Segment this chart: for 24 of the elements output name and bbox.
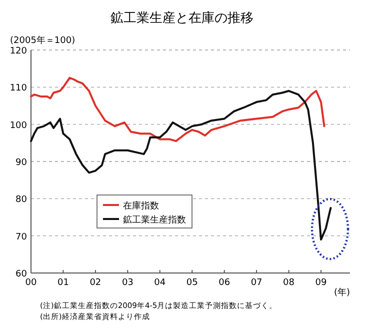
- chart-title: 鉱工業生産と在庫の推移: [110, 10, 254, 26]
- x-axis-title: (年): [334, 287, 350, 298]
- line-series: [30, 90, 332, 241]
- y-axis-title: (2005年＝100): [10, 35, 76, 46]
- x-tick-label: 09: [315, 278, 327, 288]
- y-tick-label: 80: [16, 195, 28, 206]
- x-tick-label: 02: [90, 278, 102, 288]
- y-tick-label: 100: [10, 120, 28, 131]
- legend-label: 鉱工業生産指数: [123, 214, 186, 226]
- x-tick-label: 05: [186, 278, 198, 288]
- x-tick-label: 07: [250, 278, 262, 288]
- y-tick-label: 110: [10, 84, 28, 94]
- y-tick-label: 70: [16, 232, 28, 242]
- x-tick-label: 04: [154, 278, 166, 288]
- legend-label: 在庫指数: [123, 200, 159, 212]
- y-tick-label: 120: [10, 46, 28, 56]
- x-tick-label: 00: [25, 278, 37, 288]
- line-series: [30, 76, 326, 142]
- x-tick-label: 08: [283, 278, 295, 288]
- x-tick-label: 06: [218, 278, 230, 288]
- y-tick-label: 60: [16, 270, 28, 280]
- x-tick-label: 01: [57, 278, 69, 288]
- y-tick-label: 90: [16, 158, 28, 168]
- x-tick-label: 03: [122, 278, 134, 288]
